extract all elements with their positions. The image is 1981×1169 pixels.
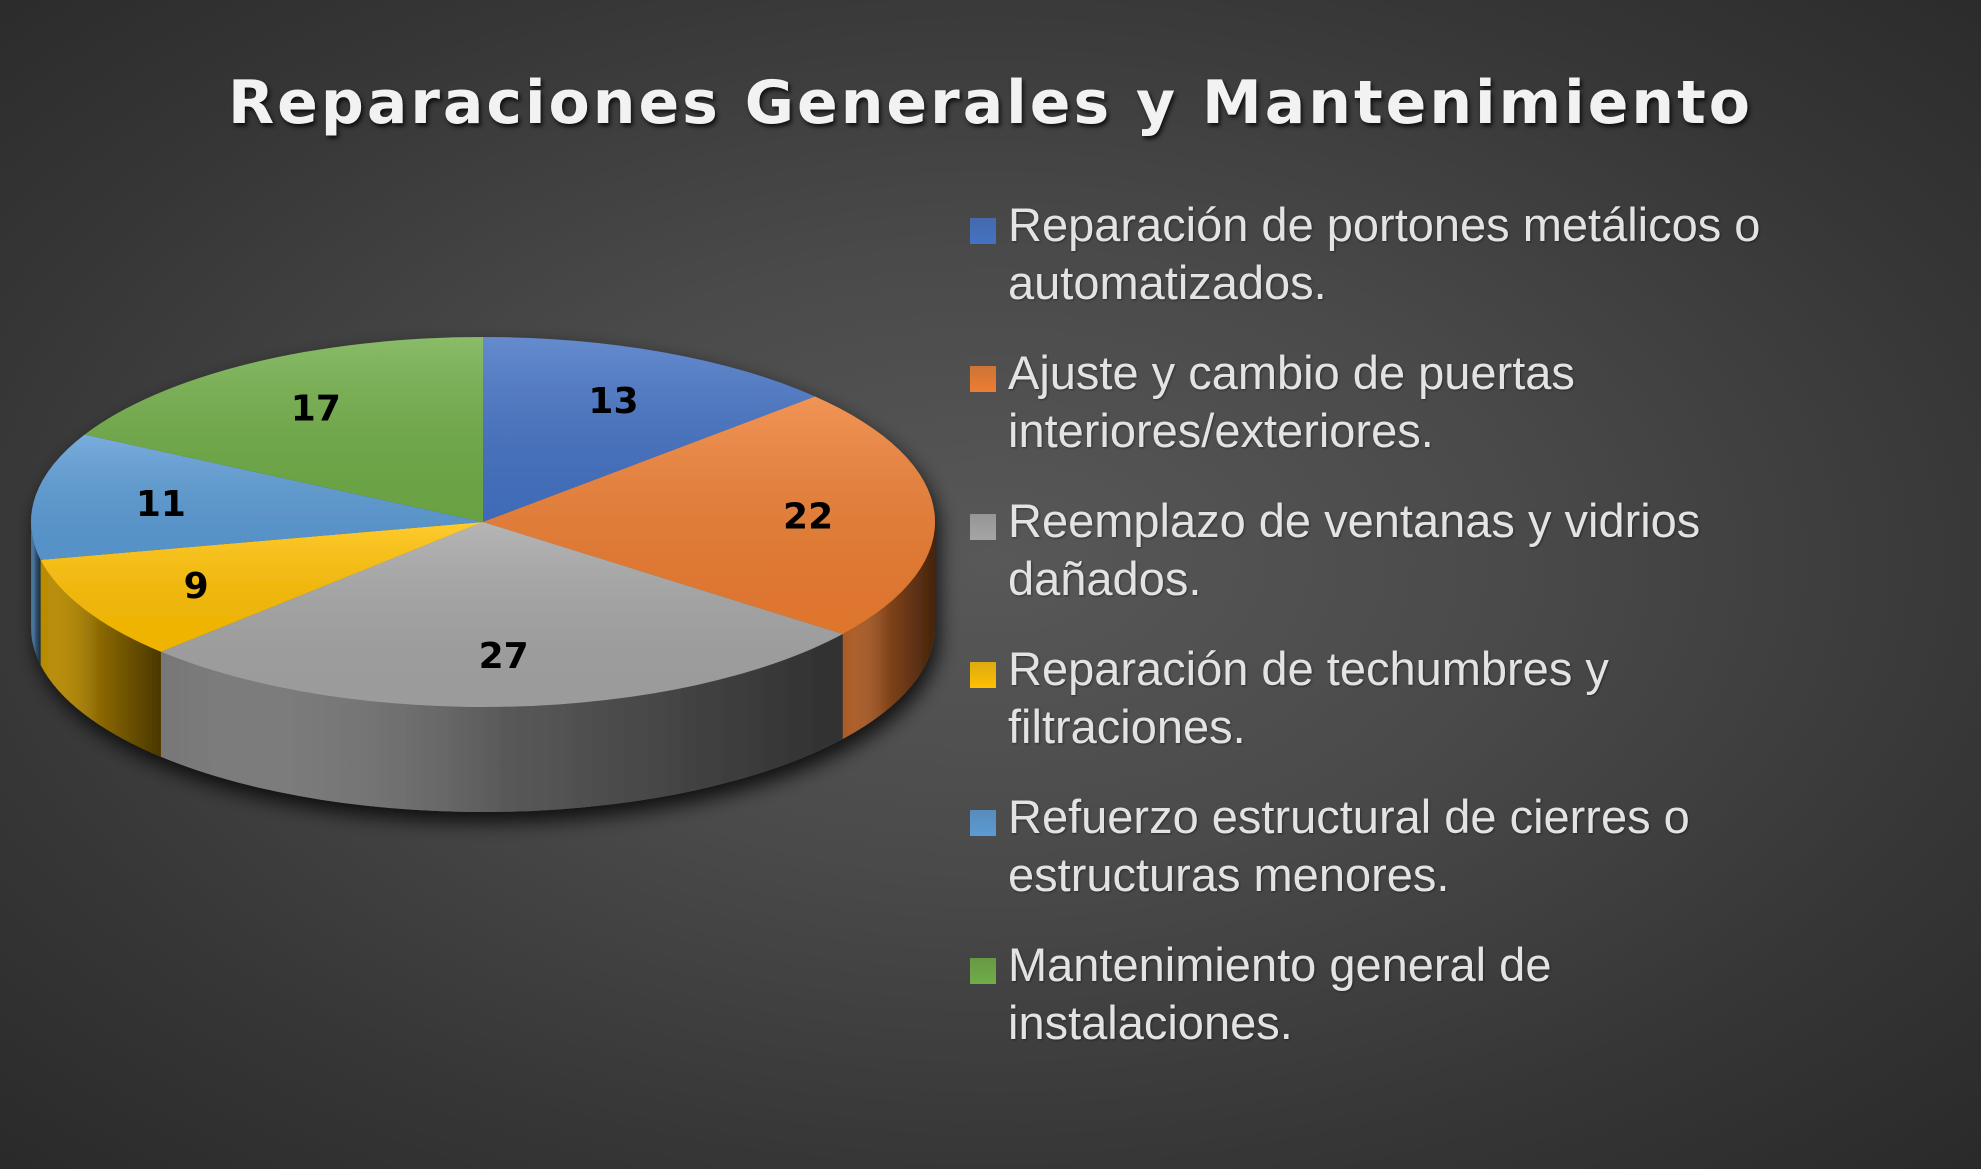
legend-swatch-icon bbox=[970, 662, 996, 688]
legend-swatch-icon bbox=[970, 218, 996, 244]
legend-swatch-icon bbox=[970, 810, 996, 836]
legend-label: Reemplazo de ventanas y vidrios dañados. bbox=[1008, 494, 1701, 605]
data-label: 9 bbox=[184, 566, 209, 607]
legend-item: Reemplazo de ventanas y vidrios dañados. bbox=[970, 492, 1950, 608]
data-label: 17 bbox=[291, 389, 341, 430]
data-label: 22 bbox=[783, 497, 833, 538]
legend-item: Ajuste y cambio de puertas interiores/ex… bbox=[970, 344, 1950, 460]
data-label: 11 bbox=[136, 484, 186, 525]
data-label: 27 bbox=[479, 636, 529, 677]
legend-item: Mantenimiento general de instalaciones. bbox=[970, 936, 1950, 1052]
legend-item: Reparación de techumbres y filtraciones. bbox=[970, 640, 1950, 756]
data-label: 13 bbox=[588, 381, 638, 422]
chart-title: Reparaciones Generales y Mantenimiento bbox=[227, 68, 1754, 138]
legend-label: Mantenimiento general de instalaciones. bbox=[1008, 938, 1552, 1049]
legend-swatch-icon bbox=[970, 514, 996, 540]
legend-swatch-icon bbox=[970, 366, 996, 392]
legend-label: Reparación de portones metálicos o autom… bbox=[1008, 198, 1761, 309]
legend-label: Refuerzo estructural de cierres o estruc… bbox=[1008, 790, 1690, 901]
legend-item: Reparación de portones metálicos o autom… bbox=[970, 196, 1950, 312]
legend-swatch-icon bbox=[970, 958, 996, 984]
legend-label: Reparación de techumbres y filtraciones. bbox=[1008, 642, 1609, 753]
legend-label: Ajuste y cambio de puertas interiores/ex… bbox=[1008, 346, 1575, 457]
legend-item: Refuerzo estructural de cierres o estruc… bbox=[970, 788, 1950, 904]
legend: Reparación de portones metálicos o autom… bbox=[970, 196, 1950, 1084]
